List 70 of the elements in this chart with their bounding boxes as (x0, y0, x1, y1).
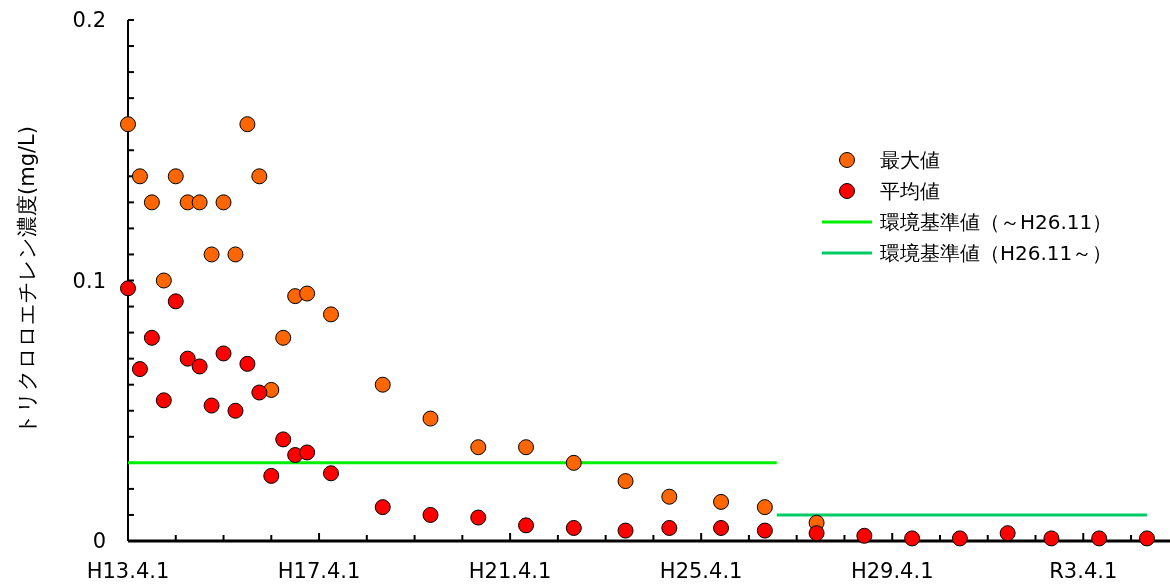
point (756, 499, 773, 516)
point (713, 519, 730, 536)
point (374, 499, 391, 516)
point (565, 454, 582, 471)
point (131, 361, 148, 378)
point (565, 519, 582, 536)
x-tick-label: H29.4.1 (850, 559, 934, 583)
point (951, 530, 968, 547)
x-tick-label: H21.4.1 (468, 559, 552, 583)
point (203, 397, 220, 414)
y-tick-label: 0.1 (72, 268, 106, 293)
point (299, 285, 316, 302)
y-tick-label: 0.2 (72, 8, 106, 32)
point (470, 509, 487, 526)
point (661, 488, 678, 505)
point (143, 329, 160, 346)
point (617, 522, 634, 539)
y-tick-label: 0 (92, 529, 106, 553)
point (713, 493, 730, 510)
point (518, 517, 535, 534)
point (155, 272, 172, 289)
point (422, 410, 439, 427)
point (422, 506, 439, 523)
point (374, 376, 391, 393)
point (323, 465, 339, 482)
point (999, 525, 1016, 542)
point (239, 116, 256, 133)
point (227, 246, 244, 263)
point (120, 280, 136, 297)
point (191, 194, 208, 211)
point (120, 116, 136, 133)
point (1138, 530, 1155, 547)
point (167, 293, 184, 310)
point (856, 527, 873, 544)
point (191, 358, 208, 375)
point (143, 194, 160, 211)
point (470, 439, 487, 456)
point (203, 246, 220, 263)
legend-label: 平均値 (880, 179, 940, 203)
point (167, 168, 184, 185)
legend-label: 最大値 (880, 148, 940, 172)
point (808, 525, 825, 542)
point (661, 519, 678, 536)
legend-label: 環境基準値（～H26.11） (880, 210, 1113, 234)
point (518, 439, 535, 456)
x-tick-label: R3.4.1 (1049, 559, 1118, 583)
legend-label: 環境基準値（H26.11～） (880, 241, 1113, 265)
point (1091, 530, 1108, 547)
point (179, 350, 196, 367)
point (263, 467, 280, 484)
x-tick-label: H17.4.1 (277, 559, 361, 583)
point (299, 444, 316, 461)
point (756, 522, 773, 539)
point (227, 402, 244, 419)
point (155, 392, 172, 409)
x-tick-label: H13.4.1 (86, 559, 170, 583)
y-axis-title: トリクロロエチレン濃度(mg/L) (15, 126, 39, 435)
point (275, 431, 292, 448)
point (617, 473, 634, 490)
point (251, 384, 268, 401)
point (1043, 530, 1060, 547)
x-tick-label: H25.4.1 (659, 559, 743, 583)
point (215, 194, 232, 211)
point (131, 168, 148, 185)
point (275, 329, 292, 346)
point (323, 306, 339, 323)
point (904, 530, 921, 547)
point (239, 355, 256, 372)
point (251, 168, 268, 185)
point (215, 345, 232, 362)
